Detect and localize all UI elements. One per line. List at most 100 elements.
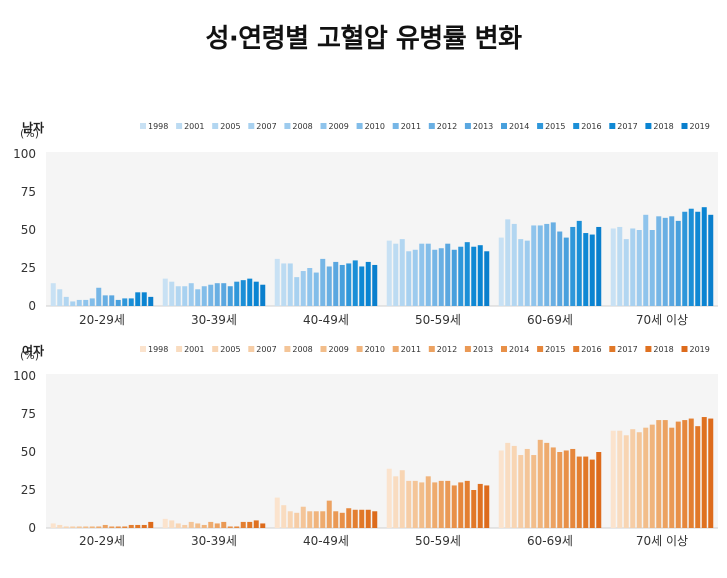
panel1-bar-5-2010 (649, 424, 655, 528)
panel1-bar-2-2008 (300, 506, 306, 528)
panel1-legend-label-2015: 2015 (545, 345, 565, 354)
panel0-xtick-2: 40-49세 (303, 313, 349, 327)
panel1-legend-swatch-2007 (248, 346, 255, 352)
panel0-bar-4-2010 (537, 225, 543, 306)
panel1-bar-5-2001 (617, 430, 623, 528)
panel0-ytick-75: 75 (21, 185, 36, 199)
panel1-bar-0-2017 (135, 524, 141, 528)
panel0-bar-1-2019 (260, 284, 266, 306)
panel0-bar-0-1998 (50, 283, 56, 306)
panel0-bar-1-2009 (195, 289, 201, 306)
panel0-legend-label-2010: 2010 (365, 122, 385, 131)
panel0-legend-label-2001: 2001 (184, 122, 204, 131)
panel0-xtick-5: 70세 이상 (636, 313, 688, 327)
panel1-bar-1-2017 (247, 521, 253, 528)
panel0-bar-5-2010 (649, 230, 655, 306)
panel0-bar-5-2018 (701, 207, 707, 306)
panel0-legend-swatch-2019 (681, 123, 688, 129)
panel1-bar-5-2016 (688, 418, 694, 528)
panel1-bar-0-2008 (76, 526, 82, 528)
panel0-bar-5-1998 (610, 228, 616, 306)
panel1-bar-5-2017 (695, 426, 701, 528)
panel1-bar-2-2010 (313, 511, 319, 528)
panel1-legend-label-2018: 2018 (653, 345, 673, 354)
panel0-bar-5-2001 (617, 226, 623, 306)
panel0-ytick-50: 50 (21, 223, 36, 237)
panel1-bar-2-1998 (274, 497, 280, 528)
panel0-bar-1-2001 (169, 281, 175, 306)
panel1-legend-label-2009: 2009 (329, 345, 349, 354)
panel1-bar-1-2008 (188, 521, 194, 528)
panel1-bar-2-2005 (287, 511, 293, 528)
panel1-ytick-75: 75 (21, 407, 36, 421)
panel0-bar-1-2014 (227, 286, 233, 306)
panel0-legend-swatch-2015 (537, 123, 544, 129)
panel0-legend-label-2014: 2014 (509, 122, 529, 131)
panel1-bar-4-2005 (511, 445, 517, 528)
panel1-bar-1-2013 (221, 521, 227, 528)
panel0-bar-3-2008 (412, 249, 418, 306)
panel1-bar-5-1998 (610, 430, 616, 528)
panel1-legend-label-2012: 2012 (437, 345, 457, 354)
panel0-bar-3-2005 (399, 239, 405, 306)
panel0-bar-3-2007 (406, 251, 412, 306)
panel1-bar-3-1998 (386, 468, 392, 528)
panel0-bar-0-2017 (135, 292, 141, 306)
panel0-bar-4-2017 (583, 233, 589, 306)
panel0-bar-0-2018 (141, 292, 147, 306)
panel0-bar-4-2001 (505, 219, 511, 306)
panel1-bar-5-2008 (636, 432, 642, 528)
panel0-legend-label-2011: 2011 (401, 122, 421, 131)
panel0-bar-5-2015 (682, 211, 688, 306)
panel0-bar-5-2005 (623, 239, 629, 306)
panel1-bar-3-2005 (399, 470, 405, 528)
panel1-xtick-2: 40-49세 (303, 534, 349, 548)
panel1-bar-5-2011 (656, 420, 662, 528)
panel1-bar-2-2017 (359, 509, 365, 528)
panel0-bar-5-2008 (636, 230, 642, 306)
panel1-legend-label-2005: 2005 (220, 345, 240, 354)
panel1-bar-3-2019 (484, 485, 490, 528)
panel1-bar-3-2016 (464, 480, 470, 528)
panel1-bar-2-2011 (320, 511, 326, 528)
panel1-bar-4-2009 (531, 455, 537, 528)
panel1-legend-label-2019: 2019 (690, 345, 710, 354)
panel1-bar-0-2014 (115, 526, 121, 528)
panel0-bar-4-2012 (550, 222, 556, 306)
panel0-bar-3-2012 (438, 248, 444, 306)
panel0-legend-swatch-2013 (464, 123, 471, 129)
panel0-bar-0-2012 (102, 295, 108, 306)
panel1-legend-label-2013: 2013 (473, 345, 493, 354)
panel0-bar-5-2017 (695, 211, 701, 306)
panel1-bar-3-2011 (432, 482, 438, 528)
panel0-bar-4-2007 (518, 239, 524, 306)
panel0-bar-4-2005 (511, 223, 517, 306)
panel1-bar-2-2009 (307, 511, 313, 528)
panel1-legend-swatch-2016 (573, 346, 580, 352)
panel1-bar-0-2015 (122, 526, 128, 528)
panel0-bar-3-2009 (419, 243, 425, 306)
panel1-bar-5-2013 (669, 427, 675, 528)
panel1-xtick-5: 70세 이상 (636, 534, 688, 548)
panel0-bar-2-2012 (326, 266, 332, 306)
panel1-legend-label-2014: 2014 (509, 345, 529, 354)
panel1-bar-1-2016 (240, 521, 246, 528)
panel1-bar-1-2018 (253, 520, 259, 528)
panel1-xtick-0: 20-29세 (79, 534, 125, 548)
panel1-ytick-100: 100 (13, 369, 36, 383)
panel1-xtick-1: 30-39세 (191, 534, 237, 548)
panel1-bar-1-2001 (169, 520, 175, 528)
panel1-legend-label-2011: 2011 (401, 345, 421, 354)
panel1-bar-4-2010 (537, 439, 543, 528)
panel1-bar-0-2009 (83, 526, 89, 528)
panel0-bar-0-2008 (76, 299, 82, 306)
panel1-bar-5-2015 (682, 420, 688, 528)
panel0-xtick-3: 50-59세 (415, 313, 461, 327)
panel0-bar-0-2013 (109, 295, 115, 306)
panel0-bar-1-2011 (208, 284, 214, 306)
panel0-bar-1-2017 (247, 278, 253, 306)
panel1-bar-0-2001 (57, 524, 63, 528)
panel1-bar-4-2001 (505, 442, 511, 528)
panel1-bar-2-2015 (346, 508, 352, 528)
